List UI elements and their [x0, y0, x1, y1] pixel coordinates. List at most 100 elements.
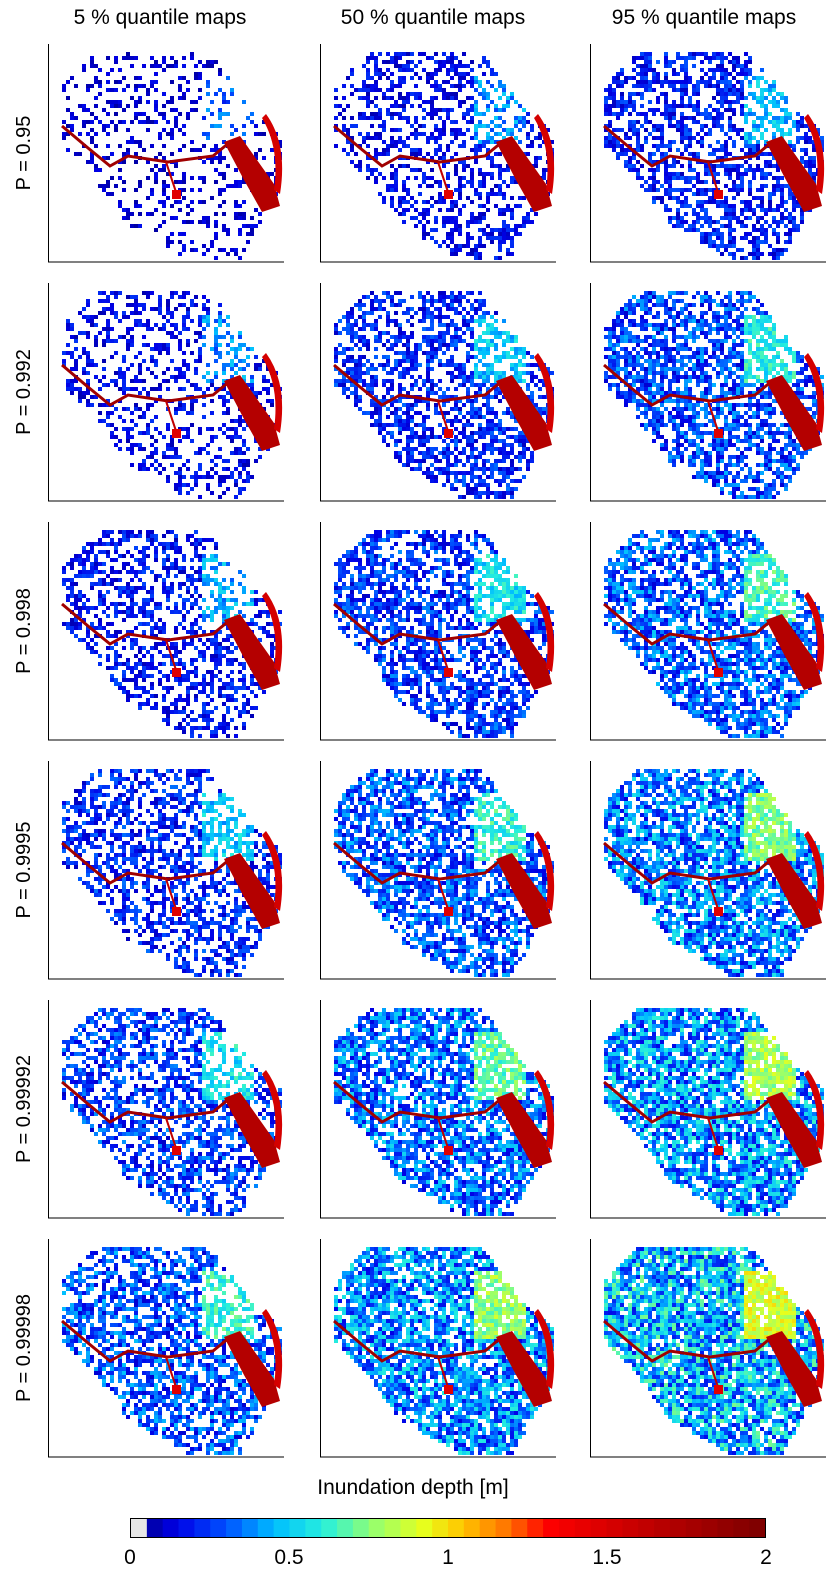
- depth-cell: [430, 323, 434, 327]
- depth-cell: [788, 192, 792, 196]
- depth-cell: [118, 68, 122, 72]
- depth-cell: [660, 299, 664, 303]
- depth-cell: [636, 299, 640, 303]
- depth-cell: [230, 124, 234, 128]
- depth-cell: [206, 108, 210, 112]
- depth-cell: [126, 52, 130, 56]
- depth-cell: [454, 339, 458, 343]
- depth-cell: [506, 435, 510, 439]
- depth-cell: [490, 240, 494, 244]
- depth-cell: [684, 343, 688, 347]
- depth-cell: [744, 104, 748, 108]
- depth-cell: [178, 375, 182, 379]
- depth-cell: [258, 447, 262, 451]
- depth-cell: [222, 335, 226, 339]
- depth-cell: [350, 116, 354, 120]
- depth-cell: [470, 447, 474, 451]
- depth-cell: [418, 439, 422, 443]
- depth-cell: [510, 355, 514, 359]
- depth-cell: [346, 379, 350, 383]
- depth-cell: [620, 323, 624, 327]
- depth-cell: [394, 415, 398, 419]
- depth-cell: [696, 204, 700, 208]
- depth-cell: [466, 387, 470, 391]
- depth-cell: [418, 411, 422, 415]
- depth-cell: [712, 52, 716, 56]
- depth-cell: [114, 291, 118, 295]
- depth-cell: [202, 335, 206, 339]
- depth-cell: [410, 132, 414, 136]
- depth-cell: [186, 80, 190, 84]
- depth-cell: [462, 331, 466, 335]
- depth-cell: [346, 311, 350, 315]
- depth-cell: [636, 80, 640, 84]
- depth-cell: [668, 184, 672, 188]
- depth-cell: [522, 455, 526, 459]
- depth-cell: [756, 244, 760, 248]
- depth-cell: [418, 96, 422, 100]
- depth-cell: [374, 176, 378, 180]
- depth-cell: [202, 447, 206, 451]
- depth-cell: [474, 475, 478, 479]
- depth-cell: [644, 64, 648, 68]
- depth-cell: [772, 188, 776, 192]
- depth-cell: [490, 176, 494, 180]
- depth-cell: [454, 228, 458, 232]
- depth-cell: [62, 359, 66, 363]
- depth-cell: [86, 355, 90, 359]
- depth-cell: [788, 112, 792, 116]
- depth-cell: [434, 228, 438, 232]
- depth-cell: [478, 192, 482, 196]
- depth-cell: [700, 136, 704, 140]
- depth-cell: [150, 80, 154, 84]
- depth-cell: [118, 387, 122, 391]
- depth-cell: [394, 311, 398, 315]
- depth-cell: [186, 379, 190, 383]
- depth-cell: [446, 471, 450, 475]
- depth-cell: [478, 411, 482, 415]
- depth-cell: [390, 60, 394, 64]
- depth-cell: [106, 331, 110, 335]
- depth-cell: [462, 483, 466, 487]
- depth-cell: [716, 140, 720, 144]
- depth-cell: [692, 176, 696, 180]
- depth-cell: [708, 224, 712, 228]
- depth-cell: [712, 311, 716, 315]
- depth-cell: [174, 367, 178, 371]
- depth-cell: [526, 220, 530, 224]
- depth-cell: [218, 351, 222, 355]
- depth-cell: [166, 379, 170, 383]
- depth-cell: [102, 128, 106, 132]
- depth-cell: [816, 128, 820, 132]
- depth-cell: [450, 200, 454, 204]
- depth-cell: [466, 459, 470, 463]
- depth-cell: [672, 80, 676, 84]
- depth-cell: [724, 76, 728, 80]
- depth-cell: [498, 132, 502, 136]
- depth-cell: [390, 176, 394, 180]
- depth-cell: [210, 467, 214, 471]
- depth-cell: [358, 359, 362, 363]
- depth-cell: [780, 128, 784, 132]
- depth-cell: [214, 148, 218, 152]
- depth-cell: [450, 439, 454, 443]
- depth-cell: [70, 128, 74, 132]
- depth-cell: [194, 399, 198, 403]
- depth-cell: [410, 447, 414, 451]
- depth-cell: [438, 299, 442, 303]
- depth-cell: [214, 156, 218, 160]
- depth-cell: [644, 128, 648, 132]
- depth-cell: [772, 192, 776, 196]
- depth-cell: [438, 379, 442, 383]
- depth-cell: [486, 108, 490, 112]
- depth-cell: [394, 407, 398, 411]
- depth-cell: [716, 172, 720, 176]
- depth-cell: [70, 76, 74, 80]
- depth-cell: [426, 351, 430, 355]
- depth-cell: [222, 423, 226, 427]
- depth-cell: [442, 315, 446, 319]
- depth-cell: [482, 379, 486, 383]
- depth-cell: [482, 351, 486, 355]
- depth-cell: [498, 240, 502, 244]
- depth-cell: [692, 220, 696, 224]
